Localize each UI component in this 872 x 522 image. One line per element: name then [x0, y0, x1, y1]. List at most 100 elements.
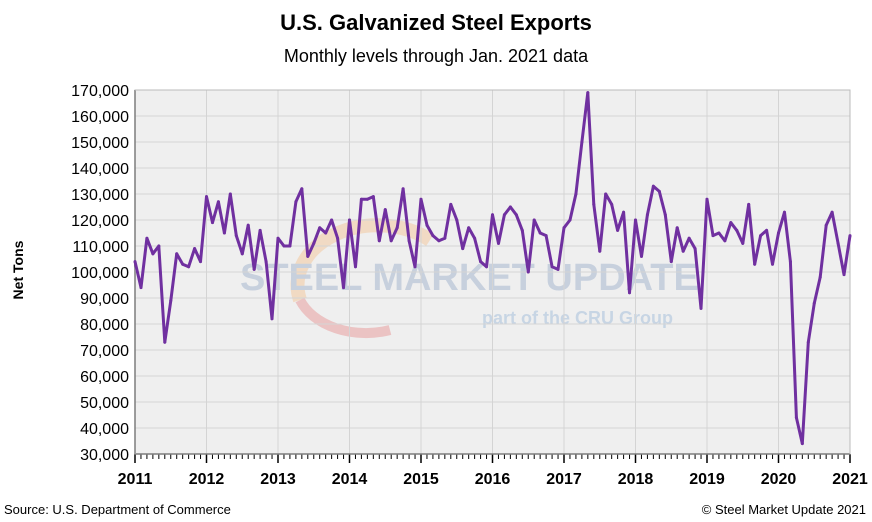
data-point [365, 197, 369, 201]
data-point [389, 239, 393, 243]
data-point [336, 236, 340, 240]
source-note: Source: U.S. Department of Commerce [4, 502, 231, 517]
data-point [651, 184, 655, 188]
data-point [675, 226, 679, 230]
data-point [413, 265, 417, 269]
y-tick-label: 170,000 [71, 83, 129, 100]
data-point [371, 195, 375, 199]
x-tick-label: 2020 [761, 471, 797, 488]
data-point [205, 195, 208, 199]
data-point [353, 265, 357, 269]
data-point [502, 213, 506, 217]
data-point [330, 218, 334, 222]
y-tick-label: 100,000 [71, 265, 129, 282]
data-point [496, 241, 500, 245]
data-point [491, 213, 494, 217]
data-point [324, 231, 328, 235]
data-point [711, 234, 715, 238]
plot-border [134, 89, 851, 455]
data-point [544, 234, 548, 238]
data-point [163, 340, 167, 344]
watermark-swoosh [295, 297, 392, 339]
data-point [580, 140, 584, 144]
data-point [485, 265, 489, 269]
data-point [276, 236, 280, 240]
watermark-text: STEEL MARKET UPDATE [240, 257, 699, 299]
data-point [729, 221, 733, 225]
data-point [443, 236, 447, 240]
data-point [788, 260, 792, 264]
data-point [431, 234, 435, 238]
data-point [145, 236, 149, 240]
data-point [800, 442, 804, 446]
data-point [836, 241, 840, 245]
data-point [282, 244, 286, 248]
data-point [419, 197, 423, 201]
data-point [169, 299, 173, 303]
data-point [383, 208, 387, 212]
x-tick-label: 2019 [689, 471, 725, 488]
data-point [193, 247, 197, 251]
y-tick-label: 110,000 [72, 239, 129, 256]
x-tick-label: 2012 [189, 471, 225, 488]
data-point [288, 244, 292, 248]
copyright-note: © Steel Market Update 2021 [701, 502, 866, 517]
data-point [848, 234, 852, 238]
data-point [622, 210, 626, 214]
data-point [616, 228, 620, 232]
data-point [425, 223, 429, 227]
data-point [693, 247, 697, 251]
data-point [508, 205, 512, 209]
data-point [318, 226, 322, 230]
data-point [723, 239, 727, 243]
data-point [133, 260, 137, 264]
data-point [592, 202, 596, 206]
x-tick-label: 2016 [475, 471, 511, 488]
data-point [234, 234, 238, 238]
y-tick-label: 90,000 [80, 291, 129, 308]
x-tick-label: 2013 [260, 471, 296, 488]
data-point [312, 241, 316, 245]
y-tick-label: 150,000 [71, 135, 129, 152]
data-point [604, 192, 608, 196]
data-point [395, 226, 399, 230]
data-point [598, 249, 602, 253]
data-point [157, 244, 161, 248]
data-point [759, 234, 763, 238]
data-point [568, 218, 572, 222]
data-point [741, 241, 745, 245]
data-point [359, 197, 363, 201]
data-point [306, 254, 310, 258]
data-point [407, 239, 411, 243]
data-point [645, 213, 649, 217]
data-point [663, 213, 667, 217]
y-tick-label: 60,000 [80, 369, 129, 386]
data-point [699, 306, 703, 310]
data-point [747, 202, 751, 206]
y-tick-label: 50,000 [80, 395, 129, 412]
y-tick-label: 140,000 [71, 161, 129, 178]
x-tick-label: 2011 [118, 471, 153, 488]
data-point [681, 249, 685, 253]
data-point [628, 291, 632, 295]
data-point [610, 202, 614, 206]
y-tick-label: 40,000 [80, 421, 129, 438]
x-tick-label: 2015 [403, 471, 439, 488]
data-point [586, 91, 590, 95]
data-point [634, 218, 637, 222]
data-point [687, 236, 691, 240]
data-point [246, 223, 250, 227]
data-point [782, 210, 786, 214]
y-tick-label: 130,000 [71, 187, 129, 204]
data-point [830, 210, 834, 214]
data-point [753, 262, 757, 266]
data-point [842, 273, 846, 277]
data-point [538, 231, 542, 235]
y-tick-label: 120,000 [71, 213, 129, 230]
x-tick-label: 2018 [618, 471, 654, 488]
data-point [479, 260, 483, 264]
data-point [210, 221, 214, 225]
x-tick-label: 2017 [546, 471, 582, 488]
